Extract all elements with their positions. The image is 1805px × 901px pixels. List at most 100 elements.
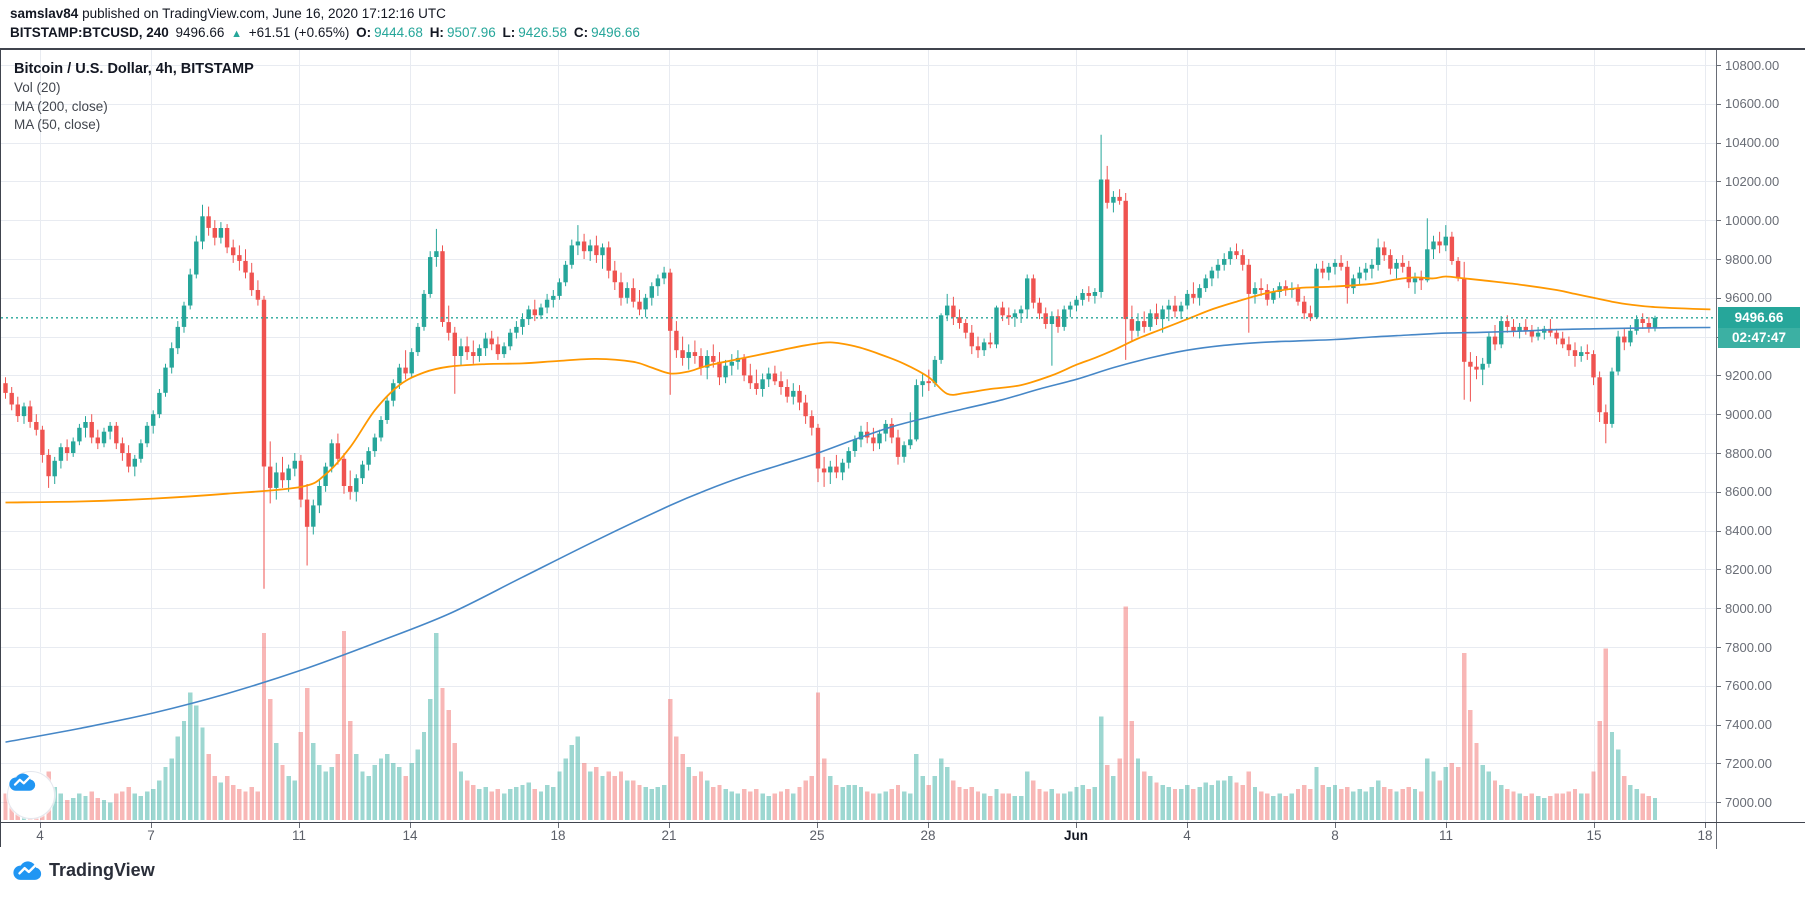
candle (132, 454, 137, 477)
candle (1634, 315, 1639, 335)
candle (1443, 225, 1448, 252)
price-axis-label: 10800.00 (1725, 57, 1780, 73)
price-axis-label: 7400.00 (1725, 717, 1772, 733)
time-axis-label: 8 (1331, 828, 1339, 843)
high-value: 9507.96 (446, 25, 496, 40)
candle (797, 385, 802, 411)
candle (1474, 356, 1479, 380)
candle (895, 429, 901, 465)
footer-branding[interactable]: TradingView (12, 860, 155, 881)
candle (292, 453, 297, 477)
volume-bars (3, 606, 1658, 820)
candle (1098, 134, 1104, 298)
time-axis-label: 7 (147, 828, 155, 843)
candle (588, 239, 593, 261)
candle (1246, 259, 1251, 333)
time-axis-tick (1076, 823, 1077, 828)
candle (926, 369, 931, 391)
candle (95, 429, 100, 450)
price-axis-tick (1717, 725, 1721, 726)
price-axis-label: 8800.00 (1725, 445, 1772, 461)
candle (1382, 241, 1387, 261)
low-label: L: (502, 25, 516, 40)
price-axis-label: 9800.00 (1725, 251, 1772, 267)
legend-volume: Vol (20) (14, 80, 61, 95)
ohlc-line: BITSTAMP:BTCUSD, 240 9496.66 ▲ +61.51 (+… (10, 23, 643, 44)
snapshot-header: samslav84 published on TradingView.com, … (10, 5, 643, 44)
time-axis-tick (817, 823, 818, 828)
price-axis-label: 9000.00 (1725, 406, 1772, 422)
candle (938, 313, 944, 364)
price-axis-tick (1717, 763, 1721, 764)
candle (1302, 295, 1307, 320)
candle (723, 359, 728, 384)
change-text: +61.51 (+0.65%) (248, 25, 350, 40)
candle (452, 326, 457, 394)
symbol-label: BITSTAMP:BTCUSD, 240 (10, 25, 169, 40)
candle (58, 443, 64, 469)
candle (391, 379, 396, 407)
candle (71, 437, 76, 457)
publish-text: published on TradingView.com, June 16, 2… (82, 6, 446, 21)
candle (446, 305, 451, 341)
candle (1123, 193, 1128, 360)
price-axis-tick (1717, 65, 1721, 66)
time-axis-label: 14 (402, 828, 418, 843)
candle (21, 402, 27, 424)
candle (686, 344, 691, 370)
candle (846, 447, 851, 469)
candle (280, 456, 285, 488)
candle (1419, 270, 1424, 290)
candle (717, 352, 722, 386)
change-up-icon: ▲ (231, 28, 242, 40)
candle (1117, 189, 1122, 205)
time-axis-label: 4 (36, 828, 44, 843)
time-axis[interactable]: 4 7 11 14 18 21 25 28 Jun 4 8 11 15 18 (1, 822, 1805, 849)
price-axis-tick (1717, 531, 1721, 532)
time-axis-tick (1594, 823, 1595, 828)
candle (1055, 309, 1061, 333)
time-axis-tick (1705, 823, 1706, 828)
candle (1363, 262, 1368, 281)
candle (1406, 260, 1411, 289)
candle (655, 274, 661, 296)
time-axis-label: 18 (1697, 828, 1713, 843)
candle (1449, 231, 1455, 265)
price-axis[interactable]: 10800.00 10600.00 10400.00 10200.00 10000.00… (1716, 50, 1805, 822)
candle (748, 363, 753, 389)
legend-ma50: MA (50, close) (14, 117, 101, 132)
candle (218, 222, 224, 244)
price-axis-label: 10600.00 (1725, 96, 1780, 112)
candle (243, 249, 248, 279)
candle (760, 373, 765, 397)
time-axis-tick (151, 823, 152, 828)
candle (988, 332, 993, 349)
candle (181, 301, 187, 333)
price-axis-label: 7000.00 (1725, 794, 1772, 810)
price-axis-tick (1717, 492, 1721, 493)
candle (372, 433, 377, 457)
candle (237, 245, 242, 271)
candle (1492, 325, 1498, 351)
candle (440, 245, 445, 327)
candle (1609, 367, 1615, 428)
price-axis-tick (1717, 104, 1721, 105)
bar-countdown-badge: 02:47:47 (1718, 328, 1800, 349)
candle (563, 260, 568, 287)
candle (1185, 290, 1190, 310)
candle (1566, 336, 1572, 356)
candle (274, 462, 279, 500)
candle (821, 456, 827, 487)
candle (680, 336, 685, 366)
price-axis-label: 9600.00 (1725, 290, 1772, 306)
candle (1622, 328, 1627, 351)
candle (1554, 328, 1559, 345)
candle (15, 396, 20, 422)
candle (661, 266, 667, 285)
candle (34, 414, 39, 436)
candle (871, 427, 876, 452)
time-axis-label: 15 (1586, 828, 1602, 843)
candle (772, 365, 778, 386)
candle (840, 458, 845, 481)
candle (1548, 319, 1553, 337)
